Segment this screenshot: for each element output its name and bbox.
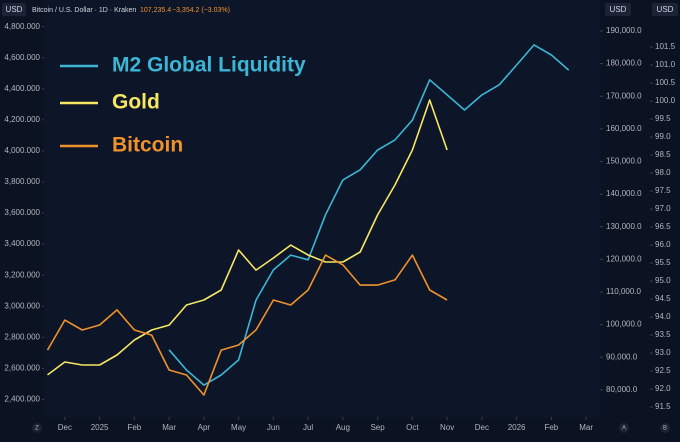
y-tick-label: 4,600.000 (4, 53, 40, 62)
y-tick-label: 2,600.000 (4, 364, 40, 373)
y-tick-label: 4,800.000 (4, 22, 40, 31)
axis-button-label[interactable]: B (663, 426, 667, 432)
unit-label[interactable]: USD (6, 5, 23, 14)
y2-tick-label: 150,000.0 (606, 157, 642, 166)
price-change: −3,354.2 (−3.03%) (172, 7, 230, 14)
plot-area (44, 0, 600, 418)
y3-tick-label: 94.5 (655, 294, 671, 303)
y2-tick-label: 110,000.0 (606, 287, 642, 296)
x-tick-label: Nov (440, 423, 454, 432)
y2-tick-label: 160,000.0 (606, 124, 642, 133)
unit-label[interactable]: USD (610, 5, 627, 14)
axis-button[interactable] (660, 423, 670, 433)
y-tick-label: 3,800.000 (4, 177, 40, 186)
x-tick-label: Feb (127, 423, 141, 432)
y-tick-label: 3,000.000 (4, 301, 40, 310)
series-line (47, 99, 448, 376)
y2-tick-label: 90,000.0 (606, 352, 638, 361)
y3-tick-label: 99.5 (655, 114, 671, 123)
y-tick-label: 4,000.000 (4, 146, 40, 155)
unit-label[interactable]: USD (657, 5, 674, 14)
axis-button[interactable] (32, 423, 42, 433)
y3-tick-label: 101.0 (655, 60, 676, 69)
x-tick-label: Jul (303, 423, 313, 432)
axis-button[interactable] (619, 423, 629, 433)
y-tick-label: 4,200.000 (4, 115, 40, 124)
y3-tick-label: 98.0 (655, 168, 671, 177)
y2-tick-label: 140,000.0 (606, 189, 642, 198)
x-tick-label: Dec (58, 423, 72, 432)
y3-tick-label: 91.5 (655, 402, 671, 411)
y3-tick-label: 95.5 (655, 258, 671, 267)
x-tick-label: Apr (198, 423, 211, 432)
legend-label: Gold (112, 91, 160, 114)
axis-button-label[interactable]: A (622, 426, 626, 432)
x-tick-label: Mar (579, 423, 593, 432)
series-line (168, 44, 570, 386)
y3-tick-label: 93.5 (655, 330, 671, 339)
x-tick-label: Jun (267, 423, 280, 432)
y-tick-label: 2,800.000 (4, 332, 40, 341)
legend-label: M2 Global Liquidity (112, 54, 306, 77)
y3-tick-label: 92.0 (655, 384, 671, 393)
unit-box[interactable] (605, 3, 631, 16)
y2-tick-label: 80,000.0 (606, 385, 638, 394)
y-tick-label: 2,400.000 (4, 395, 40, 404)
unit-box[interactable] (652, 3, 678, 16)
x-tick-label: Sep (370, 423, 385, 432)
price: 107,235.4 (140, 7, 171, 14)
symbol: Bitcoin / U.S. Dollar · 1D · Kraken (32, 7, 136, 14)
y3-tick-label: 100.0 (655, 96, 676, 105)
y2-tick-label: 190,000.0 (606, 26, 642, 35)
y3-tick-label: 94.0 (655, 312, 671, 321)
y2-tick-label: 130,000.0 (606, 222, 642, 231)
y3-tick-label: 95.0 (655, 276, 671, 285)
axis-button-label[interactable]: Z (35, 426, 39, 432)
y-tick-label: 3,200.000 (4, 270, 40, 279)
y3-tick-label: 96.0 (655, 240, 671, 249)
x-tick-label: 2025 (91, 423, 109, 432)
y3-tick-label: 101.5 (655, 42, 676, 51)
x-tick-label: Aug (336, 423, 350, 432)
y2-tick-label: 120,000.0 (606, 254, 642, 263)
x-tick-label: Dec (475, 423, 489, 432)
y3-tick-label: 98.5 (655, 150, 671, 159)
x-tick-label: Oct (406, 423, 419, 432)
y-tick-label: 4,400.000 (4, 84, 40, 93)
y3-tick-label: 97.5 (655, 186, 671, 195)
y-tick-label: 3,400.000 (4, 239, 40, 248)
y-tick-label: 3,600.000 (4, 208, 40, 217)
series-line (46, 254, 448, 396)
y2-tick-label: 180,000.0 (606, 59, 642, 68)
y2-tick-label: 100,000.0 (606, 320, 642, 329)
unit-box[interactable] (2, 3, 26, 16)
y3-tick-label: 99.0 (655, 132, 671, 141)
y3-tick-label: 93.0 (655, 348, 671, 357)
legend-label: Bitcoin (112, 134, 183, 157)
y3-tick-label: 96.5 (655, 222, 671, 231)
x-tick-label: Mar (162, 423, 176, 432)
y3-tick-label: 100.5 (655, 78, 676, 87)
x-tick-label: Feb (544, 423, 558, 432)
x-tick-label: May (231, 423, 246, 432)
x-tick-label: 2026 (508, 423, 526, 432)
y3-tick-label: 97.0 (655, 204, 671, 213)
y2-tick-label: 170,000.0 (606, 91, 642, 100)
y3-tick-label: 92.5 (655, 366, 671, 375)
